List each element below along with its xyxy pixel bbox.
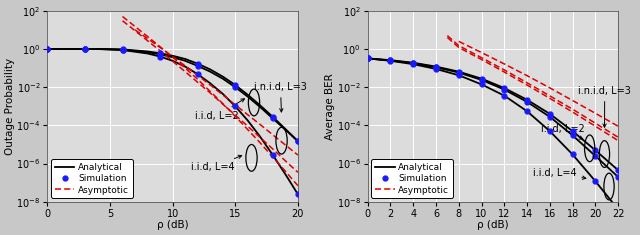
Text: i.i.d, L=4: i.i.d, L=4 (532, 168, 586, 179)
Text: i.i.d, L=2: i.i.d, L=2 (195, 99, 244, 121)
Text: i.i.d, L=4: i.i.d, L=4 (191, 155, 242, 172)
X-axis label: ρ (dB): ρ (dB) (477, 220, 509, 230)
Text: i.n.i.d, L=3: i.n.i.d, L=3 (579, 86, 631, 127)
Legend: Analytical, Simulation, Asymptotic: Analytical, Simulation, Asymptotic (371, 160, 453, 198)
Text: i.i.d, L=2: i.i.d, L=2 (541, 124, 584, 139)
X-axis label: ρ (dB): ρ (dB) (157, 220, 188, 230)
Y-axis label: Outage Probability: Outage Probability (5, 58, 15, 155)
Text: i.n.i.d, L=3: i.n.i.d, L=3 (254, 82, 307, 112)
Legend: Analytical, Simulation, Asymptotic: Analytical, Simulation, Asymptotic (51, 160, 132, 198)
Y-axis label: Average BER: Average BER (325, 73, 335, 140)
